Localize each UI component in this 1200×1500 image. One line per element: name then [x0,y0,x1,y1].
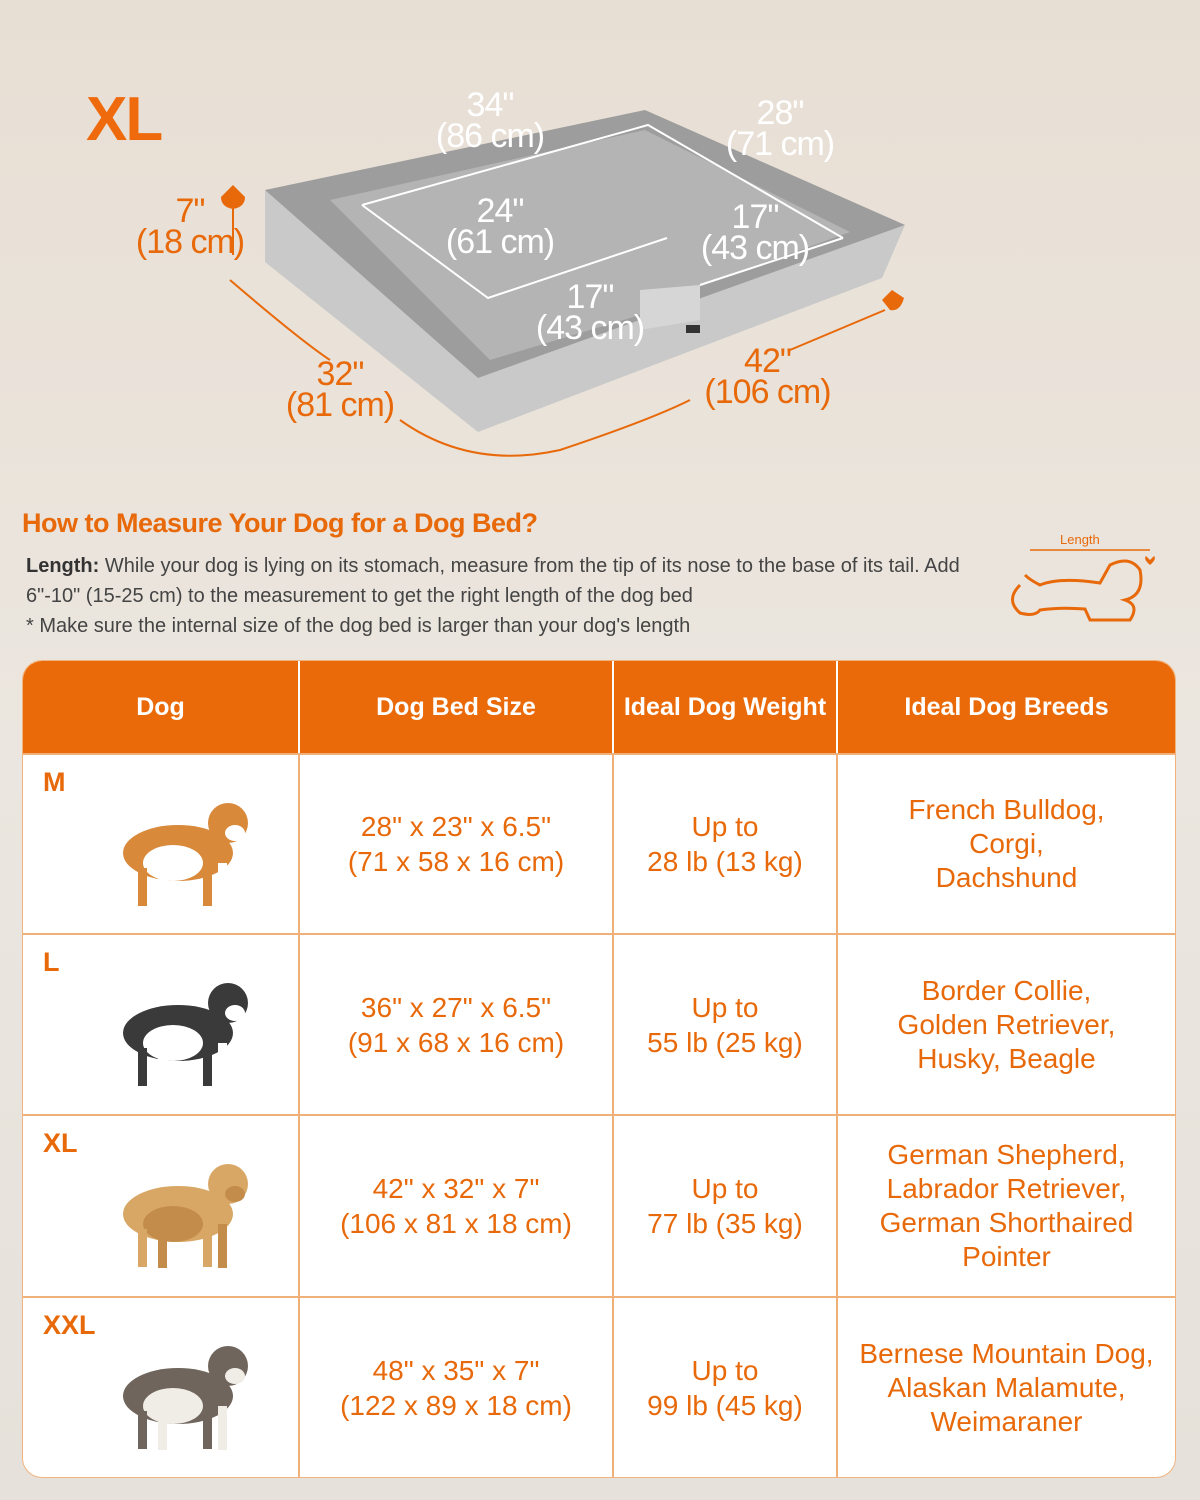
guide-title: How to Measure Your Dog for a Dog Bed? [22,508,538,538]
outer-depth-dim: 28" (71 cm) [725,94,835,163]
header-bed-size: Dog Bed Size [300,661,614,753]
width-dim: 32" (81 cm) [285,355,395,424]
outer-width-dim: 34" (86 cm) [435,86,545,155]
dog-measure-icon [1011,549,1155,622]
weight-cell: Up to 28 lb (13 kg) [614,753,838,933]
size-badge: M [43,767,66,797]
weight-cell: Up to 55 lb (25 kg) [614,933,838,1114]
size-badge: XL [43,1128,78,1158]
dog-bed-illustration [221,110,905,457]
breeds-cell: French Bulldog, Corgi, Dachshund [838,753,1175,933]
bed-size-cell: 36" x 27" x 6.5" (91 x 68 x 16 cm) [300,933,614,1114]
brand-tag [686,325,700,333]
length-arrow-left [399,399,691,457]
header-dog: Dog [23,661,300,753]
dog-cell: M [23,753,300,933]
header-weight: Ideal Dog Weight [614,661,838,753]
weight-cell: Up to 99 lb (45 kg) [614,1296,838,1477]
weight-cell: Up to 77 lb (35 kg) [614,1114,838,1296]
length-arrow-right [789,309,886,351]
dog-photo-corgi [123,803,248,907]
size-badge: XXL [43,1310,96,1340]
length-dim: 42" (106 cm) [704,342,831,411]
front-opening-dim: 17" (43 cm) [535,278,645,347]
header-breeds: Ideal Dog Breeds [838,661,1175,753]
heart-icon [882,290,904,311]
dog-cell: XL [23,1114,300,1296]
size-label: XL [86,85,163,154]
dog-photo-malamute [123,1346,248,1450]
inner-width-dim: 24" (61 cm) [445,192,555,261]
table-row: M 28" x 23" x 6.5" (71 x 58 x 16 cm) Up t… [23,753,1175,933]
size-table: Dog Dog Bed Size Ideal Dog Weight Ideal … [22,660,1176,1478]
guide-note: * Make sure the internal size of the dog… [26,615,691,637]
bed-size-cell: 28" x 23" x 6.5" (71 x 58 x 16 cm) [300,753,614,933]
table-row: L 36" x 27" x 6.5" (91 x 68 x 16 cm) Up t… [23,933,1175,1114]
height-dim: 7" (18 cm) [135,192,245,261]
dog-cell: L [23,933,300,1114]
bed-size-cell: 48" x 35" x 7" (122 x 89 x 18 cm) [300,1296,614,1477]
heart-icon [221,185,245,209]
bed-size-cell: 42" x 32" x 7" (106 x 81 x 18 cm) [300,1114,614,1296]
table-row: XL 42" x 32" x 7" (106 x 81 x 18 cm) Up t… [23,1114,1175,1296]
inner-depth-dim: 17" (43 cm) [700,198,810,267]
size-badge: L [43,947,60,977]
length-label: Length: [26,555,100,577]
table-row: XXL 48" x 35" x 7" (122 x 89 x 18 cm) Up … [23,1296,1175,1477]
guide-description: Length: While your dog is lying on its s… [26,551,986,641]
dog-photo-border-collie [123,983,248,1087]
breeds-cell: German Shepherd, Labrador Retriever, Ger… [838,1114,1175,1296]
breeds-cell: Border Collie, Golden Retriever, Husky, … [838,933,1175,1114]
length-text: While your dog is lying on its stomach, … [26,555,960,607]
length-icon-label: Length [1060,532,1100,547]
breeds-cell: Bernese Mountain Dog, Alaskan Malamute, … [838,1296,1175,1477]
width-arrow [229,279,331,361]
bed-base [265,190,905,432]
dog-cell: XXL [23,1296,300,1477]
dog-photo-labrador [123,1164,248,1268]
bed-cushion [330,130,850,360]
